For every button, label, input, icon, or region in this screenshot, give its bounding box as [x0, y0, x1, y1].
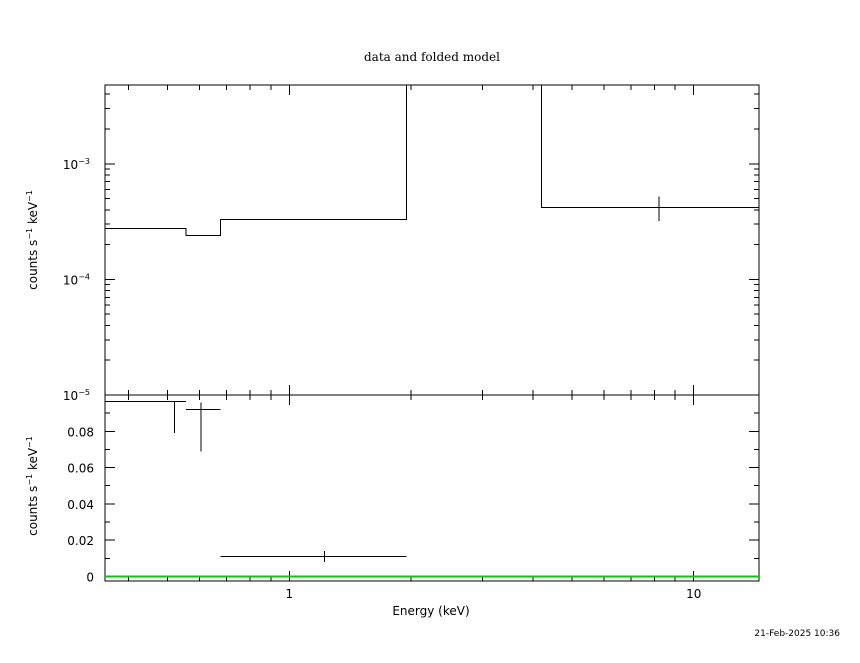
- bottom-panel: 0 0.02 0.04 0.06 0.08 1 10: [67, 394, 760, 601]
- y-tick-label: 10−4: [63, 272, 90, 287]
- y-tick-exponent: −5: [78, 388, 90, 397]
- x-tick-label: 10: [686, 587, 701, 601]
- timestamp: 21-Feb-2025 10:36: [754, 629, 840, 639]
- x-tick-label: 1: [286, 587, 294, 601]
- top-ylabel-counts: counts s: [26, 240, 40, 290]
- y-tick-label: 10−5: [63, 388, 90, 403]
- y-tick-label: 0.02: [67, 534, 94, 548]
- y-tick-base: 10: [63, 273, 78, 287]
- y-tick-label: 0.04: [67, 498, 94, 512]
- y-tick-label: 0.08: [67, 425, 94, 439]
- top-ylabel-kev: keV: [26, 201, 40, 228]
- chart-title: data and folded model: [364, 50, 500, 64]
- bottom-ylabel-counts: counts s: [26, 486, 40, 536]
- model-step-line: [105, 84, 759, 236]
- y-tick-base: 10: [63, 389, 78, 403]
- top-y-axis-label: counts s−1 keV−1: [25, 190, 40, 290]
- y-tick-base: 10: [63, 158, 78, 172]
- bottom-ylabel-kev: keV: [26, 447, 40, 474]
- y-tick-label: 0.06: [67, 462, 94, 476]
- x-axis-label: Energy (keV): [392, 604, 469, 618]
- top-ylabel-exp1: −1: [25, 228, 34, 240]
- y-tick-exponent: −4: [78, 272, 90, 281]
- y-tick-label: 10−3: [63, 157, 90, 172]
- bottom-ylabel-exp2: −1: [25, 436, 34, 448]
- top-frame: [104, 84, 760, 396]
- bottom-y-axis-label: counts s−1 keV−1: [25, 436, 40, 536]
- top-panel: 10−310−410−5: [63, 84, 760, 403]
- y-tick-exponent: −3: [78, 157, 90, 166]
- top-ylabel-exp2: −1: [25, 190, 34, 202]
- bottom-ylabel-exp1: −1: [25, 474, 34, 486]
- y-tick-label: 0: [86, 570, 94, 584]
- bottom-frame: [104, 394, 760, 582]
